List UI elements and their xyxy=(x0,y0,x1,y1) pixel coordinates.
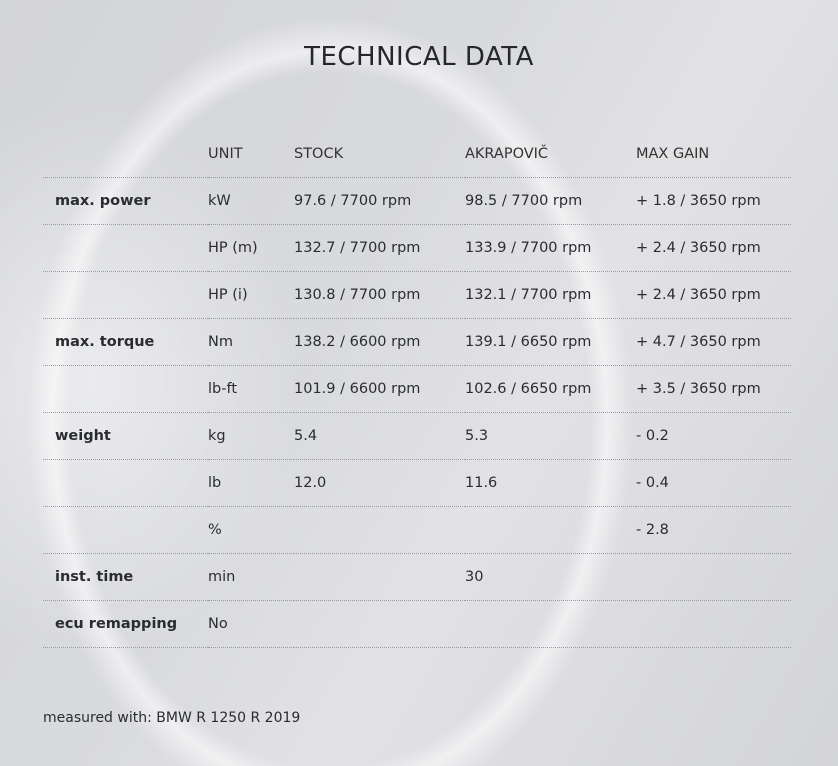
unit-cell: Nm xyxy=(208,318,294,366)
row-label xyxy=(43,365,208,413)
akrapovic-cell: 132.1 / 7700 rpm xyxy=(465,271,636,319)
header-stock: STOCK xyxy=(294,146,344,162)
unit-cell: No xyxy=(208,600,294,648)
row-label: ecu remapping xyxy=(43,600,208,648)
table-row: weight kg 5.4 5.3- 0.2 xyxy=(43,412,791,460)
akrapovic-cell xyxy=(465,600,636,648)
max-gain-cell: + 2.4 / 3650 rpm xyxy=(636,271,791,319)
row-label: max. power xyxy=(43,177,208,225)
unit-cell: kg xyxy=(208,412,294,460)
header-unit: UNIT xyxy=(208,146,243,162)
header-akrapovic: AKRAPOVIČ xyxy=(465,146,549,162)
stock-cell: 101.9 / 6600 rpm xyxy=(294,365,465,413)
technical-data-table: UNIT STOCK AKRAPOVIČ MAX GAIN max. power… xyxy=(43,131,791,648)
stock-cell: 130.8 / 7700 rpm xyxy=(294,271,465,319)
row-label xyxy=(43,506,208,554)
max-gain-cell: + 2.4 / 3650 rpm xyxy=(636,224,791,272)
stock-cell: 138.2 / 6600 rpm xyxy=(294,318,465,366)
unit-cell: lb-ft xyxy=(208,365,294,413)
akrapovic-cell: 11.6 xyxy=(465,459,636,507)
table-row: HP (i) 130.8 / 7700 rpm 132.1 / 7700 rpm + … xyxy=(43,271,791,319)
max-gain-cell xyxy=(636,600,791,648)
unit-cell: min xyxy=(208,553,294,601)
akrapovic-cell: 102.6 / 6650 rpm xyxy=(465,365,636,413)
stock-cell xyxy=(294,506,465,554)
table-header: UNIT STOCK AKRAPOVIČ MAX GAIN xyxy=(43,131,791,178)
table-row: lb 12.0 11.6- 0.4 xyxy=(43,459,791,507)
row-label: weight xyxy=(43,412,208,460)
table-row: inst. time min 30 xyxy=(43,553,791,601)
stock-cell: 132.7 / 7700 rpm xyxy=(294,224,465,272)
stock-cell: 97.6 / 7700 rpm xyxy=(294,177,465,225)
row-label: max. torque xyxy=(43,318,208,366)
akrapovic-cell: 98.5 / 7700 rpm xyxy=(465,177,636,225)
akrapovic-cell xyxy=(465,506,636,554)
footer-note: measured with: BMW R 1250 R 2019 xyxy=(43,710,301,726)
akrapovic-cell: 30 xyxy=(465,553,636,601)
max-gain-cell xyxy=(636,553,791,601)
max-gain-cell: + 4.7 / 3650 rpm xyxy=(636,318,791,366)
stock-cell xyxy=(294,553,465,601)
table-row: % - 2.8 xyxy=(43,506,791,554)
unit-cell: % xyxy=(208,506,294,554)
row-label xyxy=(43,271,208,319)
max-gain-cell: - 0.2 xyxy=(636,412,791,460)
header-max-gain: MAX GAIN xyxy=(636,146,710,162)
table-row: max. torque Nm 138.2 / 6600 rpm 139.1 / 665… xyxy=(43,318,791,366)
unit-cell: HP (m) xyxy=(208,224,294,272)
unit-cell: HP (i) xyxy=(208,271,294,319)
row-label xyxy=(43,224,208,272)
max-gain-cell: - 2.8 xyxy=(636,506,791,554)
stock-cell xyxy=(294,600,465,648)
table-row: lb-ft 101.9 / 6600 rpm 102.6 / 6650 rpm + 3… xyxy=(43,365,791,413)
table-row: ecu remapping No xyxy=(43,600,791,648)
max-gain-cell: + 3.5 / 3650 rpm xyxy=(636,365,791,413)
page-title: TECHNICAL DATA xyxy=(304,42,534,72)
akrapovic-cell: 139.1 / 6650 rpm xyxy=(465,318,636,366)
stock-cell: 5.4 xyxy=(294,412,465,460)
akrapovic-cell: 133.9 / 7700 rpm xyxy=(465,224,636,272)
max-gain-cell: - 0.4 xyxy=(636,459,791,507)
unit-cell: kW xyxy=(208,177,294,225)
table-row: max. power kW 97.6 / 7700 rpm 98.5 / 7700 r… xyxy=(43,177,791,225)
table-row: HP (m) 132.7 / 7700 rpm 133.9 / 7700 rpm + … xyxy=(43,224,791,272)
akrapovic-cell: 5.3 xyxy=(465,412,636,460)
max-gain-cell: + 1.8 / 3650 rpm xyxy=(636,177,791,225)
stock-cell: 12.0 xyxy=(294,459,465,507)
header-label xyxy=(43,131,208,178)
row-label xyxy=(43,459,208,507)
unit-cell: lb xyxy=(208,459,294,507)
row-label: inst. time xyxy=(43,553,208,601)
